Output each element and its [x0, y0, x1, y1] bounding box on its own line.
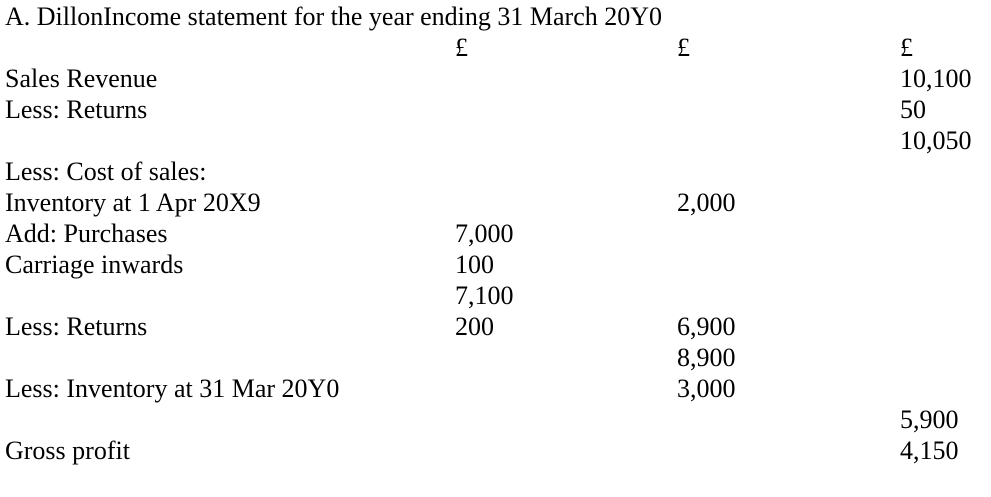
column-3-value: 10,100 — [900, 64, 972, 93]
statement-row: Less: Inventory at 31 Mar 20Y0 3,000 — [0, 373, 991, 404]
statement-row: Add: Purchases 7,000 — [0, 218, 991, 249]
row-label: Less: Inventory at 31 Mar 20Y0 — [5, 374, 340, 403]
column-2-value: 2,000 — [677, 188, 736, 217]
row-label: Carriage inwards — [5, 250, 184, 279]
column-3-value: £ — [900, 33, 913, 62]
column-3-value: 50 — [900, 95, 926, 124]
row-label: Less: Cost of sales: — [5, 157, 207, 186]
statement-row: Gross profit 4,150 — [0, 435, 991, 466]
statement-title: A. DillonIncome statement for the year e… — [5, 2, 663, 31]
statement-row: £ £ £ — [0, 32, 991, 63]
statement-row: Sales Revenue 10,100 — [0, 63, 991, 94]
statement-row: 10,050 — [0, 125, 991, 156]
statement-row: Less: Returns 50 — [0, 94, 991, 125]
statement-row: 5,900 — [0, 404, 991, 435]
column-3-value: 4,150 — [900, 436, 959, 465]
column-3-value: 5,900 — [900, 405, 959, 434]
row-label: Add: Purchases — [5, 219, 168, 248]
column-1-value: 100 — [455, 250, 494, 279]
row-label: Gross profit — [5, 436, 130, 465]
column-1-value: 7,100 — [455, 281, 514, 310]
column-1-value: 200 — [455, 312, 494, 341]
column-1-value: 7,000 — [455, 219, 514, 248]
column-2-value: 8,900 — [677, 343, 736, 372]
row-label: Inventory at 1 Apr 20X9 — [5, 188, 261, 217]
statement-row: Less: Returns 200 6,900 — [0, 311, 991, 342]
column-2-value: £ — [677, 33, 690, 62]
column-1-value: £ — [455, 33, 468, 62]
row-label: Sales Revenue — [5, 64, 158, 93]
statement-row: 8,900 — [0, 342, 991, 373]
column-2-value: 6,900 — [677, 312, 736, 341]
statement-row: Less: Cost of sales: — [0, 156, 991, 187]
statement-row: Carriage inwards 100 — [0, 249, 991, 280]
column-2-value: 3,000 — [677, 374, 736, 403]
row-label: Less: Returns — [5, 95, 148, 124]
statement-row: Inventory at 1 Apr 20X9 2,000 — [0, 187, 991, 218]
column-3-value: 10,050 — [900, 126, 972, 155]
statement-row: 7,100 — [0, 280, 991, 311]
row-label: Less: Returns — [5, 312, 148, 341]
